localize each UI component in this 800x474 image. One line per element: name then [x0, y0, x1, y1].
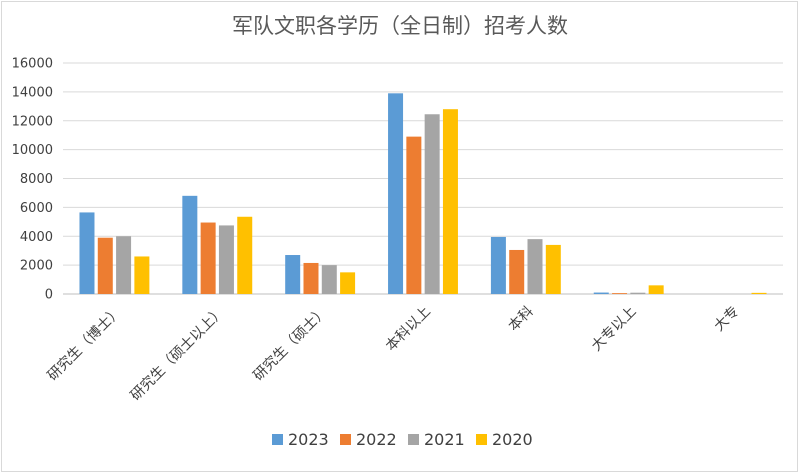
- y-tick-label: 2000: [20, 259, 53, 274]
- bar-2021-1: [218, 225, 234, 294]
- y-tick-label: 8000: [20, 172, 53, 187]
- x-category-label: 大专以上: [589, 304, 640, 355]
- bar-2021-3: [424, 114, 440, 294]
- chart-title: 军队文职各学历（全日制）招考人数: [232, 14, 568, 38]
- bar-2020-5: [648, 285, 664, 294]
- y-tick-label: 6000: [20, 201, 53, 216]
- x-category-label: 研究生（硕士）: [250, 304, 331, 385]
- bar-2022-4: [509, 249, 525, 294]
- y-axis-ticks: 0 2000 4000 6000 8000 10000 12000 14000 16000: [12, 57, 53, 303]
- bar-2023-4: [490, 236, 506, 294]
- legend-label: 2023: [288, 430, 329, 449]
- bar-2022-2: [303, 262, 319, 294]
- legend-label: 2020: [492, 430, 533, 449]
- legend-swatch-2022: [340, 434, 351, 445]
- y-tick-label: 14000: [12, 85, 53, 100]
- bar-2020-2: [340, 272, 356, 294]
- bars: [79, 93, 767, 294]
- bar-2023-1: [182, 195, 198, 294]
- bar-2020-0: [134, 256, 150, 294]
- legend-swatch-2023: [272, 434, 283, 445]
- bar-2022-1: [200, 222, 216, 294]
- grid-lines: [63, 62, 783, 295]
- x-category-label: 本科: [506, 304, 537, 335]
- bar-2023-2: [285, 255, 301, 294]
- x-category-label: 研究生（博士）: [44, 303, 125, 384]
- bar-2021-4: [527, 239, 543, 294]
- legend-swatch-2020: [476, 434, 487, 445]
- bar-2022-0: [97, 237, 113, 294]
- legend-label: 2022: [356, 430, 397, 449]
- bar-2020-1: [237, 216, 253, 294]
- bar-2021-0: [116, 236, 132, 294]
- bar-2021-5: [630, 292, 646, 294]
- legend-label: 2021: [424, 430, 465, 449]
- bar-2020-3: [442, 109, 458, 294]
- legend-swatch-2021: [408, 434, 419, 445]
- bar-2023-5: [593, 292, 609, 294]
- y-tick-label: 0: [45, 288, 53, 303]
- bar-2021-2: [321, 265, 337, 294]
- y-tick-label: 10000: [12, 143, 53, 158]
- x-category-label: 大专: [711, 304, 742, 335]
- bar-2023-0: [79, 212, 95, 294]
- y-tick-label: 16000: [12, 57, 53, 72]
- x-category-label: 研究生（硕士以上）: [128, 304, 228, 404]
- y-tick-label: 12000: [12, 114, 53, 129]
- x-axis-categories: 研究生（博士） 研究生（硕士以上） 研究生（硕士） 本科以上 本科 大专以上 大专: [44, 303, 742, 404]
- bar-2023-3: [388, 93, 404, 294]
- x-category-label: 本科以上: [383, 304, 434, 355]
- y-tick-label: 4000: [20, 230, 53, 245]
- bar-2022-5: [612, 293, 628, 294]
- bar-2022-3: [406, 136, 422, 294]
- bar-2020-4: [545, 244, 561, 294]
- bar-2020-6: [751, 292, 767, 294]
- legend: 2023 2022 2021 2020: [272, 430, 533, 449]
